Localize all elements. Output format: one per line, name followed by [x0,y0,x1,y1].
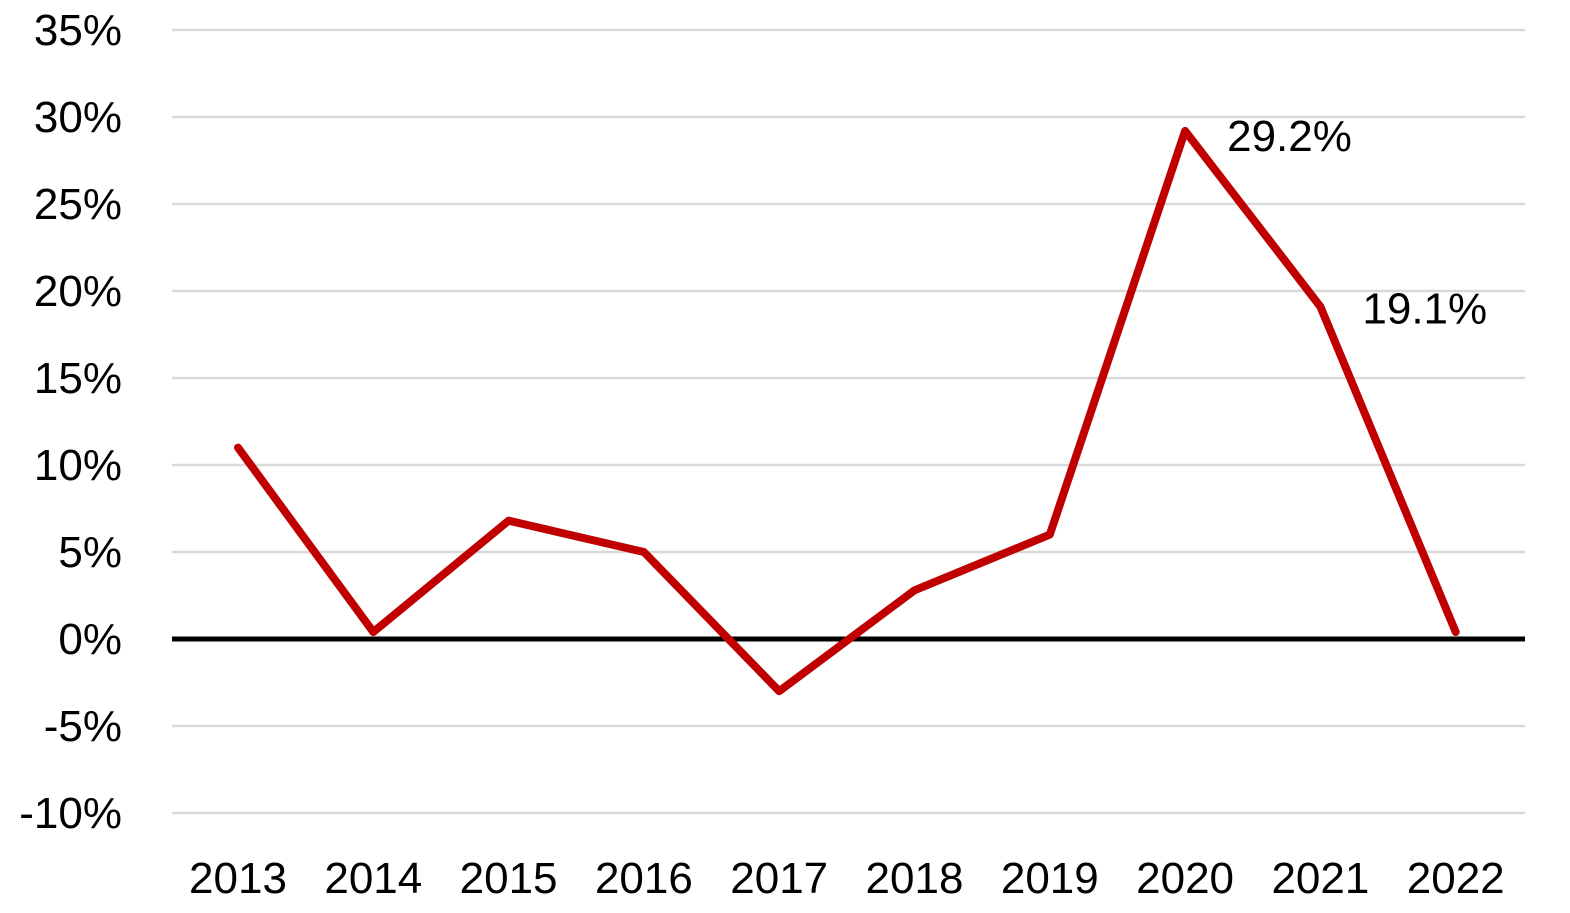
data-point [505,517,513,525]
series-layer [234,126,1460,696]
x-tick-label: 2019 [1001,854,1099,903]
y-tick-label: -5% [44,702,122,751]
x-tick-label: 2017 [730,854,828,903]
data-point [1316,303,1324,311]
x-tick-label: 2013 [189,854,287,903]
data-point [369,628,377,636]
data-point [1452,628,1460,636]
data-point [1181,127,1189,135]
y-tick-label: 30% [34,93,122,142]
x-tick-label: 2014 [324,854,422,903]
data-point [1046,531,1054,539]
series-line [234,126,1460,696]
y-tick-label: 5% [58,528,122,577]
y-tick-label: 15% [34,354,122,403]
x-tick-label: 2022 [1407,854,1505,903]
data-point [775,687,783,695]
y-tick-label: 20% [34,267,122,316]
x-axis: 2013 2014 2015 2016 2017 2018 2019 2020 2021 2022 [189,854,1505,903]
gridlines [172,28,1525,815]
data-label: 29.2% [1227,112,1352,161]
x-tick-label: 2015 [460,854,558,903]
y-tick-label: 0% [58,615,122,664]
y-tick-label: 25% [34,180,122,229]
data-point [911,586,919,594]
y-tick-label: -10% [19,789,122,838]
annotations: 29.2% 19.1% [1227,112,1487,334]
x-tick-label: 2020 [1136,854,1234,903]
data-point [640,548,648,556]
x-tick-label: 2021 [1271,854,1369,903]
y-tick-label: 10% [34,441,122,490]
x-tick-label: 2018 [866,854,964,903]
y-tick-label: 35% [34,6,122,55]
x-tick-label: 2016 [595,854,693,903]
data-label: 19.1% [1362,285,1487,334]
data-point [234,444,242,452]
y-axis: -10% -5% 0% 5% 10% 15% 20% 25% 30% 35% [19,6,122,838]
